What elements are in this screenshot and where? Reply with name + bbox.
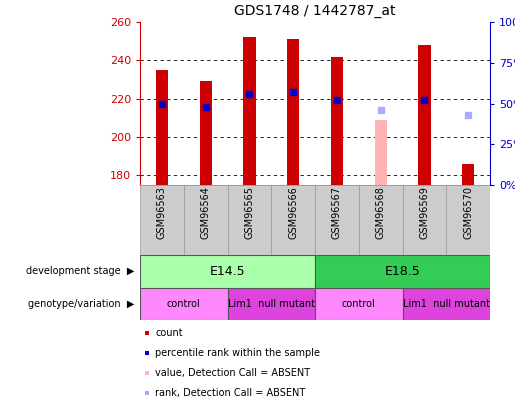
Text: genotype/variation  ▶: genotype/variation ▶	[28, 299, 135, 309]
Bar	[243, 37, 255, 185]
Text: GSM96565: GSM96565	[245, 186, 254, 239]
Text: control: control	[167, 299, 201, 309]
Text: GSM96568: GSM96568	[375, 186, 386, 239]
Text: E14.5: E14.5	[210, 265, 245, 278]
Bar	[156, 70, 168, 185]
Title: GDS1748 / 1442787_at: GDS1748 / 1442787_at	[234, 4, 396, 18]
Bar	[199, 81, 212, 185]
Bar	[271, 185, 315, 255]
Bar	[287, 39, 299, 185]
Text: GSM96570: GSM96570	[463, 186, 473, 239]
Bar	[140, 185, 184, 255]
Bar	[374, 120, 387, 185]
Bar	[462, 164, 474, 185]
Bar	[315, 185, 359, 255]
Text: GSM96563: GSM96563	[157, 186, 167, 239]
Text: GSM96564: GSM96564	[201, 186, 211, 239]
Text: value, Detection Call = ABSENT: value, Detection Call = ABSENT	[156, 368, 311, 378]
Bar	[140, 288, 228, 320]
Bar	[315, 288, 403, 320]
Text: E18.5: E18.5	[385, 265, 420, 278]
Bar	[447, 185, 490, 255]
Bar	[228, 185, 271, 255]
Bar	[315, 255, 490, 288]
Bar	[403, 185, 447, 255]
Text: GSM96566: GSM96566	[288, 186, 298, 239]
Bar	[140, 255, 315, 288]
Text: GSM96569: GSM96569	[419, 186, 430, 239]
Text: Lim1  null mutant: Lim1 null mutant	[228, 299, 315, 309]
Text: control: control	[342, 299, 375, 309]
Bar	[359, 185, 403, 255]
Text: count: count	[156, 328, 183, 338]
Text: Lim1  null mutant: Lim1 null mutant	[403, 299, 490, 309]
Bar	[418, 45, 431, 185]
Text: rank, Detection Call = ABSENT: rank, Detection Call = ABSENT	[156, 388, 305, 398]
Bar	[331, 57, 343, 185]
Bar	[184, 185, 228, 255]
Text: development stage  ▶: development stage ▶	[26, 266, 135, 277]
Bar	[228, 288, 315, 320]
Bar	[403, 288, 490, 320]
Text: percentile rank within the sample: percentile rank within the sample	[156, 348, 320, 358]
Text: GSM96567: GSM96567	[332, 186, 342, 239]
